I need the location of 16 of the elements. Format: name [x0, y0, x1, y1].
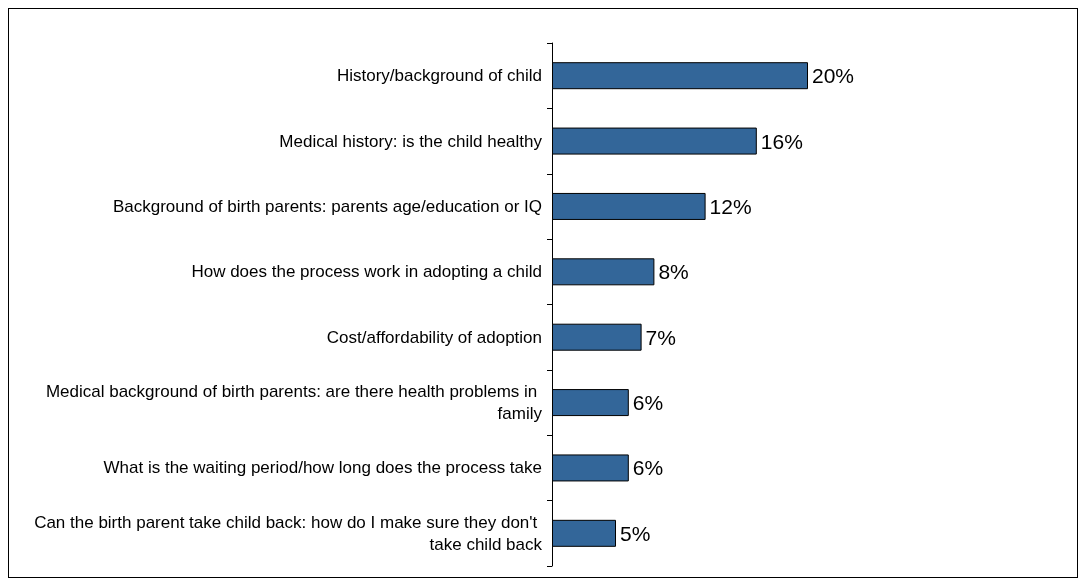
- data-label: 8%: [658, 260, 689, 284]
- data-label: 16%: [760, 129, 803, 153]
- data-label: 12%: [709, 194, 752, 218]
- y-tick-label: Medical background of birth parents: are there health problems in family: [45, 382, 543, 424]
- y-tick-label: Can the birth parent take child back: how do I make sure they don't take child back: [34, 512, 543, 554]
- data-label: 6%: [632, 391, 664, 415]
- y-tick-label: Cost/affordability of adoption: [326, 327, 542, 347]
- y-tick-label: What is the waiting period/how long does the process take: [103, 458, 542, 478]
- data-label: 5%: [620, 521, 651, 545]
- y-tick-label: How does the process work in adopting a child: [191, 262, 542, 282]
- y-tick-label: History/background of child: [336, 66, 542, 86]
- data-label: 6%: [632, 456, 664, 480]
- y-tick-label: Medical history: is the child healthy: [279, 131, 543, 151]
- y-tick-label: Background of birth parents: parents age/education or IQ: [112, 196, 542, 216]
- data-label: 7%: [645, 325, 676, 349]
- data-label: 20%: [812, 64, 855, 88]
